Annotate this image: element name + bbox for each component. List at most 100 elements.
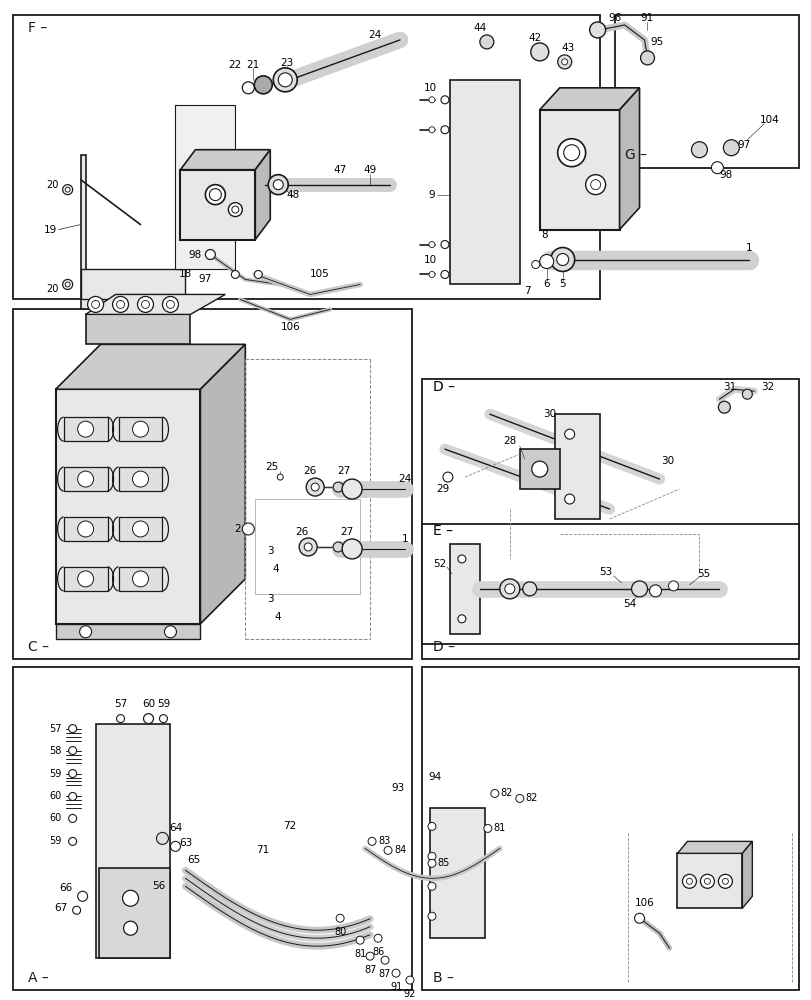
Polygon shape: [429, 808, 484, 938]
Polygon shape: [98, 868, 170, 958]
Text: 49: 49: [363, 165, 376, 175]
Text: 59: 59: [49, 769, 62, 779]
Circle shape: [374, 934, 382, 942]
Circle shape: [117, 300, 124, 308]
Text: 81: 81: [354, 949, 366, 959]
Circle shape: [590, 180, 600, 190]
Circle shape: [79, 626, 92, 638]
Text: 60: 60: [142, 699, 155, 709]
Text: 59: 59: [49, 836, 62, 846]
Bar: [422, 379, 798, 659]
Circle shape: [336, 914, 344, 922]
Circle shape: [341, 479, 362, 499]
Text: 21: 21: [247, 60, 260, 70]
Text: 97: 97: [199, 274, 212, 284]
Text: 91: 91: [639, 13, 652, 23]
Text: 28: 28: [503, 436, 516, 446]
Circle shape: [428, 242, 435, 248]
Polygon shape: [180, 170, 255, 240]
Circle shape: [205, 250, 215, 260]
Circle shape: [277, 474, 283, 480]
Polygon shape: [175, 105, 235, 269]
Polygon shape: [180, 150, 270, 170]
Circle shape: [356, 936, 363, 944]
Text: 104: 104: [758, 115, 779, 125]
Circle shape: [367, 837, 375, 845]
Circle shape: [564, 494, 574, 504]
Circle shape: [132, 521, 148, 537]
Circle shape: [531, 461, 547, 477]
Text: 24: 24: [398, 474, 411, 484]
Polygon shape: [96, 724, 170, 958]
Circle shape: [65, 282, 70, 287]
Circle shape: [504, 584, 514, 594]
Circle shape: [564, 429, 574, 439]
Circle shape: [88, 296, 104, 312]
Text: 19: 19: [44, 225, 58, 235]
Circle shape: [311, 483, 319, 491]
Text: 98: 98: [188, 250, 202, 260]
Circle shape: [515, 794, 523, 802]
Circle shape: [113, 296, 128, 312]
Circle shape: [159, 715, 167, 723]
Text: 63: 63: [178, 838, 192, 848]
Text: 55: 55: [696, 569, 709, 579]
Text: 1: 1: [401, 534, 408, 544]
Polygon shape: [63, 567, 107, 591]
Polygon shape: [56, 624, 200, 639]
Circle shape: [132, 571, 148, 587]
Circle shape: [556, 254, 568, 265]
Circle shape: [530, 43, 548, 61]
Circle shape: [69, 814, 76, 822]
Bar: [422, 524, 798, 644]
Text: F –: F –: [28, 21, 47, 35]
Circle shape: [209, 189, 221, 201]
Circle shape: [166, 300, 174, 308]
Circle shape: [427, 822, 436, 830]
Text: 6: 6: [543, 279, 549, 289]
Polygon shape: [85, 294, 225, 314]
Circle shape: [700, 874, 714, 888]
Text: 98: 98: [719, 170, 732, 180]
Text: 64: 64: [169, 823, 182, 833]
Text: 9: 9: [428, 190, 435, 200]
Circle shape: [427, 882, 436, 890]
Circle shape: [428, 271, 435, 277]
Text: 82: 82: [525, 793, 537, 803]
Circle shape: [62, 279, 72, 289]
Text: G –: G –: [624, 148, 646, 162]
Text: 95: 95: [649, 37, 663, 47]
Circle shape: [304, 543, 311, 551]
Circle shape: [427, 859, 436, 867]
Text: 54: 54: [622, 599, 635, 609]
Polygon shape: [80, 155, 120, 309]
Text: 3: 3: [267, 546, 273, 556]
Text: D –: D –: [432, 380, 454, 394]
Text: 18: 18: [178, 269, 192, 279]
Circle shape: [278, 73, 292, 87]
Circle shape: [691, 142, 706, 158]
Text: 30: 30: [660, 456, 673, 466]
Bar: [13, 15, 599, 299]
Bar: [255, 499, 359, 594]
Text: 43: 43: [560, 43, 573, 53]
Circle shape: [92, 300, 100, 308]
Text: 25: 25: [265, 462, 278, 472]
Circle shape: [205, 185, 225, 205]
Circle shape: [228, 203, 242, 217]
Circle shape: [440, 126, 448, 134]
Polygon shape: [56, 389, 200, 624]
Text: 60: 60: [49, 813, 62, 823]
Polygon shape: [449, 80, 519, 284]
Circle shape: [710, 162, 723, 174]
Circle shape: [442, 472, 453, 482]
Circle shape: [380, 956, 388, 964]
Circle shape: [242, 82, 254, 94]
Circle shape: [681, 874, 696, 888]
Text: 106: 106: [634, 898, 654, 908]
Circle shape: [561, 59, 567, 65]
Polygon shape: [80, 269, 185, 299]
Circle shape: [440, 270, 448, 278]
Polygon shape: [63, 417, 107, 441]
Circle shape: [406, 976, 414, 984]
